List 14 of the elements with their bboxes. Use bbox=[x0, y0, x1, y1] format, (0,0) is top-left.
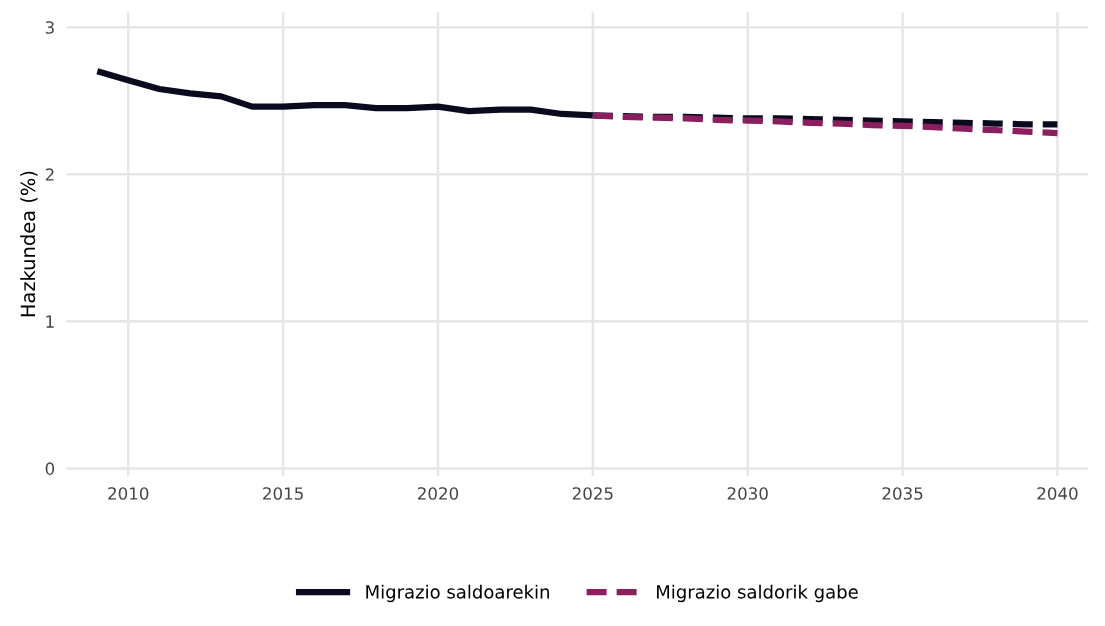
legend-label: Migrazio saldoarekin bbox=[366, 584, 549, 603]
y-tick-label: 1 bbox=[46, 315, 54, 328]
x-tick-label: 2035 bbox=[882, 487, 923, 500]
y-tick-label: 2 bbox=[45, 168, 54, 181]
x-tick-label: 2025 bbox=[572, 487, 613, 500]
legend-label: Migrazio saldorik gabe bbox=[656, 584, 858, 603]
x-tick-label: 2030 bbox=[727, 487, 768, 500]
y-tick-label: 3 bbox=[45, 21, 54, 34]
x-tick-label: 2010 bbox=[108, 487, 149, 500]
y-axis-title: Hazkundea (%) bbox=[20, 171, 38, 317]
x-tick-label: 2040 bbox=[1037, 487, 1078, 500]
x-tick-label: 2015 bbox=[263, 487, 303, 500]
x-tick-label: 2020 bbox=[417, 487, 459, 500]
y-tick-label: 0 bbox=[45, 462, 55, 475]
